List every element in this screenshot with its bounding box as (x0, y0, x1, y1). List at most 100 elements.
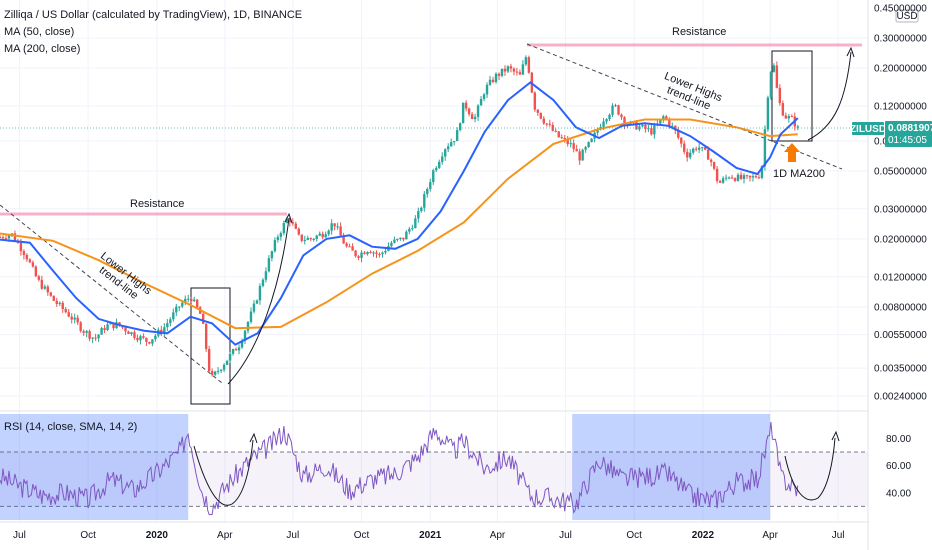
symbol-tag-text: ZILUSD (850, 124, 886, 135)
candle-body (727, 177, 731, 179)
candle-body (736, 174, 740, 181)
candle-body (13, 233, 17, 241)
candle-body (318, 233, 321, 236)
candle-body (231, 349, 235, 354)
rsi-legend[interactable]: RSI (14, close, SMA, 14, 2) (4, 421, 138, 433)
grid-lines (0, 0, 868, 522)
candle-body (479, 98, 483, 106)
candle-body (219, 369, 223, 371)
rsi-tick-label: 60.00 (886, 461, 911, 472)
candle-body (243, 330, 247, 341)
candle-body (88, 331, 91, 339)
candle-body (285, 218, 289, 224)
candle-body (154, 335, 157, 340)
candle-body (163, 327, 166, 333)
candle-body (112, 322, 115, 329)
candle-body (566, 138, 569, 145)
candle-body (653, 125, 656, 135)
ma50-legend[interactable]: MA (50, close) (4, 26, 75, 38)
rsi-tick-label: 40.00 (886, 488, 911, 499)
time-tick-label: Apr (490, 530, 506, 541)
candle-body (360, 252, 363, 258)
candle-body (533, 92, 537, 110)
candle-body (417, 211, 420, 219)
candle-body (261, 279, 265, 286)
candle-body (67, 312, 70, 317)
candle-body (464, 102, 468, 109)
price-tick-label: 0.03000000 (874, 204, 927, 215)
candle-body (491, 79, 495, 82)
candle-body (145, 337, 148, 342)
candle-body (336, 226, 339, 228)
price-tick-label: 0.00800000 (874, 302, 927, 313)
candle-body (169, 319, 172, 324)
candle-body (689, 152, 692, 158)
candle-body (542, 118, 546, 124)
candle-body (668, 118, 671, 126)
candle-body (769, 71, 773, 98)
candle-body (82, 331, 85, 333)
price-tick-label: 0.00240000 (874, 392, 927, 403)
ma50-line (0, 81, 799, 346)
candle-body (190, 298, 193, 302)
candle-body (560, 137, 563, 139)
candle-body (148, 341, 151, 344)
candle-body (650, 128, 653, 135)
candle-body (527, 57, 531, 73)
rsi-ticks: 80.00 60.00 40.00 (886, 434, 911, 499)
candle-body (405, 231, 408, 240)
rsi-pane[interactable] (0, 410, 868, 520)
projection-arrow-right (807, 51, 852, 141)
candle-body (680, 137, 683, 144)
candle-body (228, 353, 232, 361)
candle-body (19, 242, 23, 252)
time-tick-label: 2021 (419, 530, 442, 541)
candle-body (246, 322, 250, 331)
price-tick-label: 0.05000000 (874, 166, 927, 177)
candle-body (796, 126, 799, 128)
candle-body (52, 295, 55, 301)
candle-body (548, 123, 551, 125)
candle-body (455, 130, 459, 142)
candle-body (118, 322, 121, 326)
candle-body (441, 156, 444, 162)
candle-body (345, 243, 348, 247)
candle-body (178, 306, 181, 308)
symbol-legend[interactable]: Zilliqa / US Dollar (calculated by Tradi… (4, 9, 303, 21)
rsi-arrow-right-head (831, 430, 840, 442)
candle-body (306, 238, 309, 241)
candle-body (641, 124, 644, 127)
candle-body (694, 148, 698, 150)
candle-body (288, 218, 292, 223)
candle-body (393, 239, 396, 243)
candle-body (733, 178, 737, 181)
candle-body (124, 327, 127, 332)
candle-body (312, 238, 315, 240)
candle-body (324, 234, 327, 238)
candle-body (575, 149, 578, 152)
candle-body (327, 230, 330, 235)
candle-body (482, 94, 486, 99)
ma200-line (0, 118, 798, 330)
candle-body (647, 128, 650, 130)
candle-body (270, 251, 274, 259)
candle-body (363, 252, 366, 255)
candle-body (97, 334, 100, 339)
candle-body (751, 176, 755, 178)
candle-body (509, 66, 513, 69)
candle-body (470, 114, 474, 120)
candle-body (184, 298, 187, 303)
candle-body (85, 331, 88, 333)
candle-body (94, 337, 97, 339)
candle-body (458, 123, 462, 131)
time-axis[interactable]: Jul Oct 2020 Apr Jul Oct 2021 Apr Jul Oct 2022 Apr J… (0, 521, 868, 541)
ma200-legend[interactable]: MA (200, close) (4, 43, 81, 55)
candle-body (420, 207, 423, 212)
candle-body (763, 129, 767, 167)
candle-body (61, 302, 64, 309)
candle-body (216, 370, 220, 372)
candle-body (139, 336, 142, 341)
candle-body (494, 73, 498, 82)
